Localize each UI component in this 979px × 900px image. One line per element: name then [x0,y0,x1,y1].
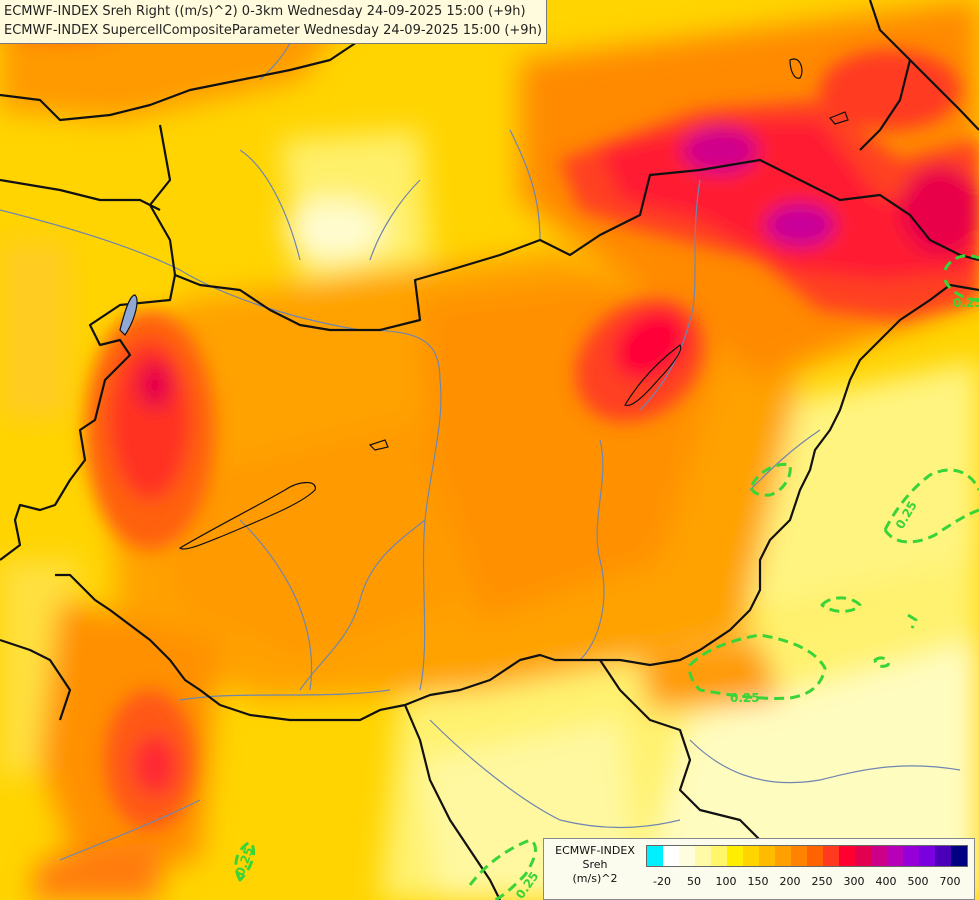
legend-tick-label: 400 [875,875,897,888]
legend-swatch [663,846,679,866]
legend-title: ECMWF-INDEX Sreh (m/s)^2 [546,844,644,886]
legend-swatch [727,846,743,866]
legend-title-variable: Sreh [582,858,608,871]
legend-tick-label: 150 [747,875,769,888]
legend-swatch [679,846,695,866]
sreh-maxima [0,0,979,830]
legend-swatch [919,846,935,866]
legend-swatch [871,846,887,866]
legend-tick-label: 50 [687,875,701,888]
color-legend: ECMWF-INDEX Sreh (m/s)^2 -20 50 100 150 200 2… [543,838,975,900]
map-title-box: ECMWF-INDEX Sreh Right ((m/s)^2) 0-3km W… [0,0,547,44]
scp-contours [234,254,979,900]
legend-swatch [775,846,791,866]
river-lines [0,0,961,861]
legend-swatch [743,846,759,866]
legend-title-source: ECMWF-INDEX [555,844,635,857]
legend-swatch [839,846,855,866]
legend-swatch [647,846,663,866]
legend-swatch [695,846,711,866]
legend-tick-label: 200 [779,875,801,888]
legend-tick-label: 700 [939,875,961,888]
legend-tick-label: 300 [843,875,865,888]
legend-swatch [951,846,967,866]
legend-tick-label: 500 [907,875,929,888]
lakes [119,58,849,550]
legend-tick-label: 100 [715,875,737,888]
legend-tick-label: -20 [653,875,671,888]
legend-swatch [807,846,823,866]
legend-swatch [823,846,839,866]
map-title-line-1: ECMWF-INDEX Sreh Right ((m/s)^2) 0-3km W… [4,4,526,19]
contour-label: 0.25 [953,296,979,310]
legend-title-unit: (m/s)^2 [572,872,618,885]
legend-tick-labels: -20 50 100 150 200 250 300 400 500 700 [646,875,971,891]
map-title-line-2: ECMWF-INDEX SupercellCompositeParameter … [4,23,542,38]
legend-swatch [855,846,871,866]
legend-swatch [887,846,903,866]
legend-swatch [791,846,807,866]
contour-label: 0.25 [730,691,760,705]
legend-color-scale [646,845,968,867]
legend-swatch [759,846,775,866]
legend-tick-label: 250 [811,875,833,888]
legend-swatch [903,846,919,866]
legend-swatch [935,846,951,866]
legend-swatch [711,846,727,866]
